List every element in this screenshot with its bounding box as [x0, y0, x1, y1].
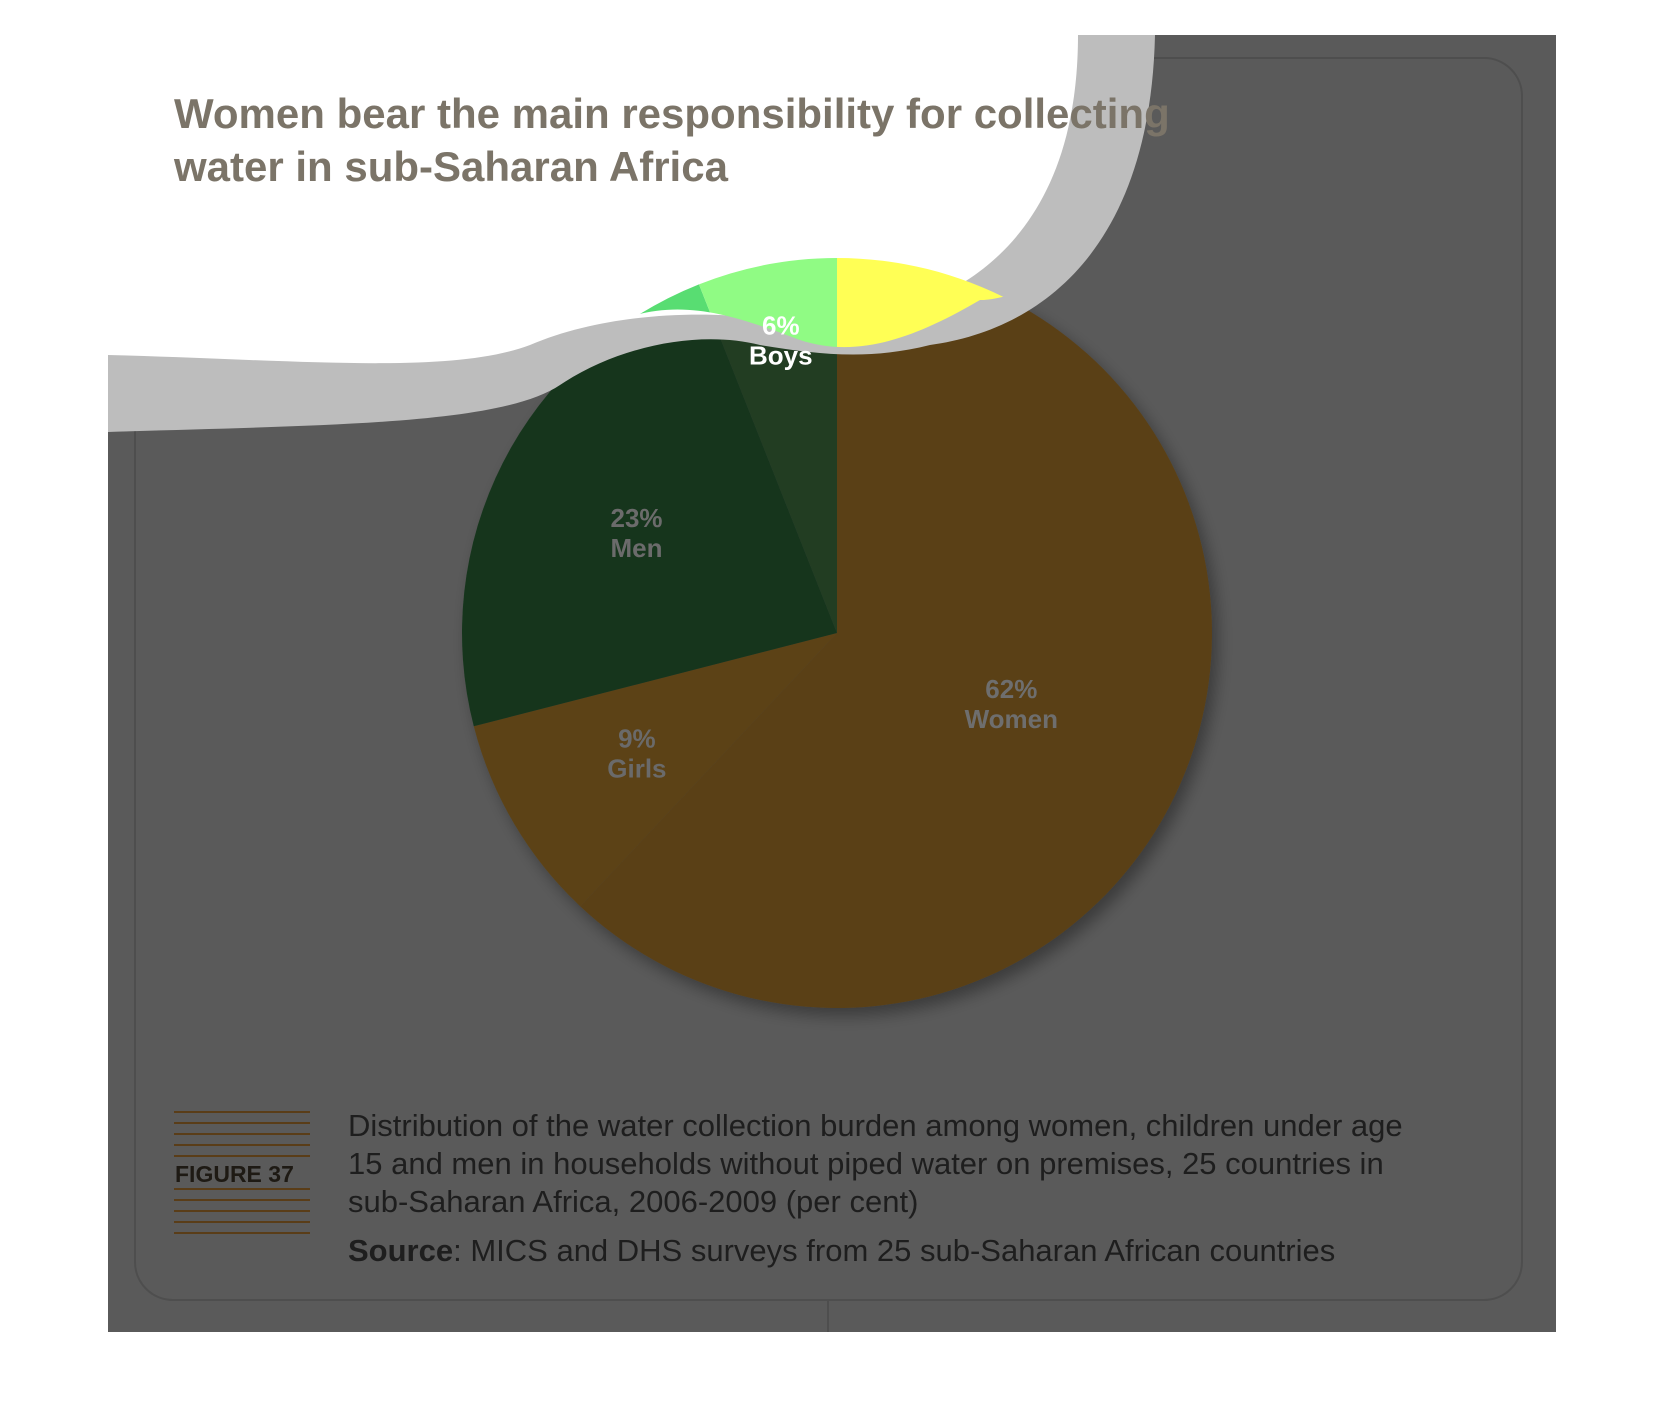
slice-value-girls: 9%	[618, 723, 656, 753]
slice-value-boys: 6%	[762, 310, 800, 340]
source-label: Source	[348, 1233, 453, 1268]
source-text: : MICS and DHS surveys from 25 sub-Sahar…	[453, 1233, 1335, 1268]
slice-value-men: 23%	[611, 503, 663, 533]
chart-title-line2: water in sub-Saharan Africa	[173, 143, 729, 190]
slice-name-boys: Boys	[749, 340, 813, 370]
slice-value-women: 62%	[985, 674, 1037, 704]
pie-slice-men	[462, 284, 837, 727]
pie-slice-boys	[698, 258, 837, 633]
pie-slice-girls	[473, 633, 837, 907]
pie-chart	[462, 258, 1212, 1008]
caption-line-2: 15 and men in households without piped w…	[348, 1146, 1384, 1181]
chart-title-line1: Women bear the main responsibility for c…	[174, 90, 1170, 137]
caption-line-3: sub-Saharan Africa, 2006-2009 (per cent)	[348, 1184, 918, 1219]
pie-slice-women	[580, 258, 1212, 1008]
slice-labels: 62%Women 9%Girls 23%Men 6%Boys	[607, 310, 1058, 783]
slice-name-men: Men	[611, 533, 663, 563]
slice-name-women: Women	[965, 704, 1058, 734]
figure-tag-stripes	[174, 1111, 310, 1234]
source-line: Source: MICS and DHS surveys from 25 sub…	[348, 1233, 1335, 1268]
figure-tag: FIGURE 37	[175, 1161, 294, 1187]
caption-line-1: Distribution of the water collection bur…	[348, 1108, 1403, 1143]
slice-name-girls: Girls	[607, 753, 666, 783]
